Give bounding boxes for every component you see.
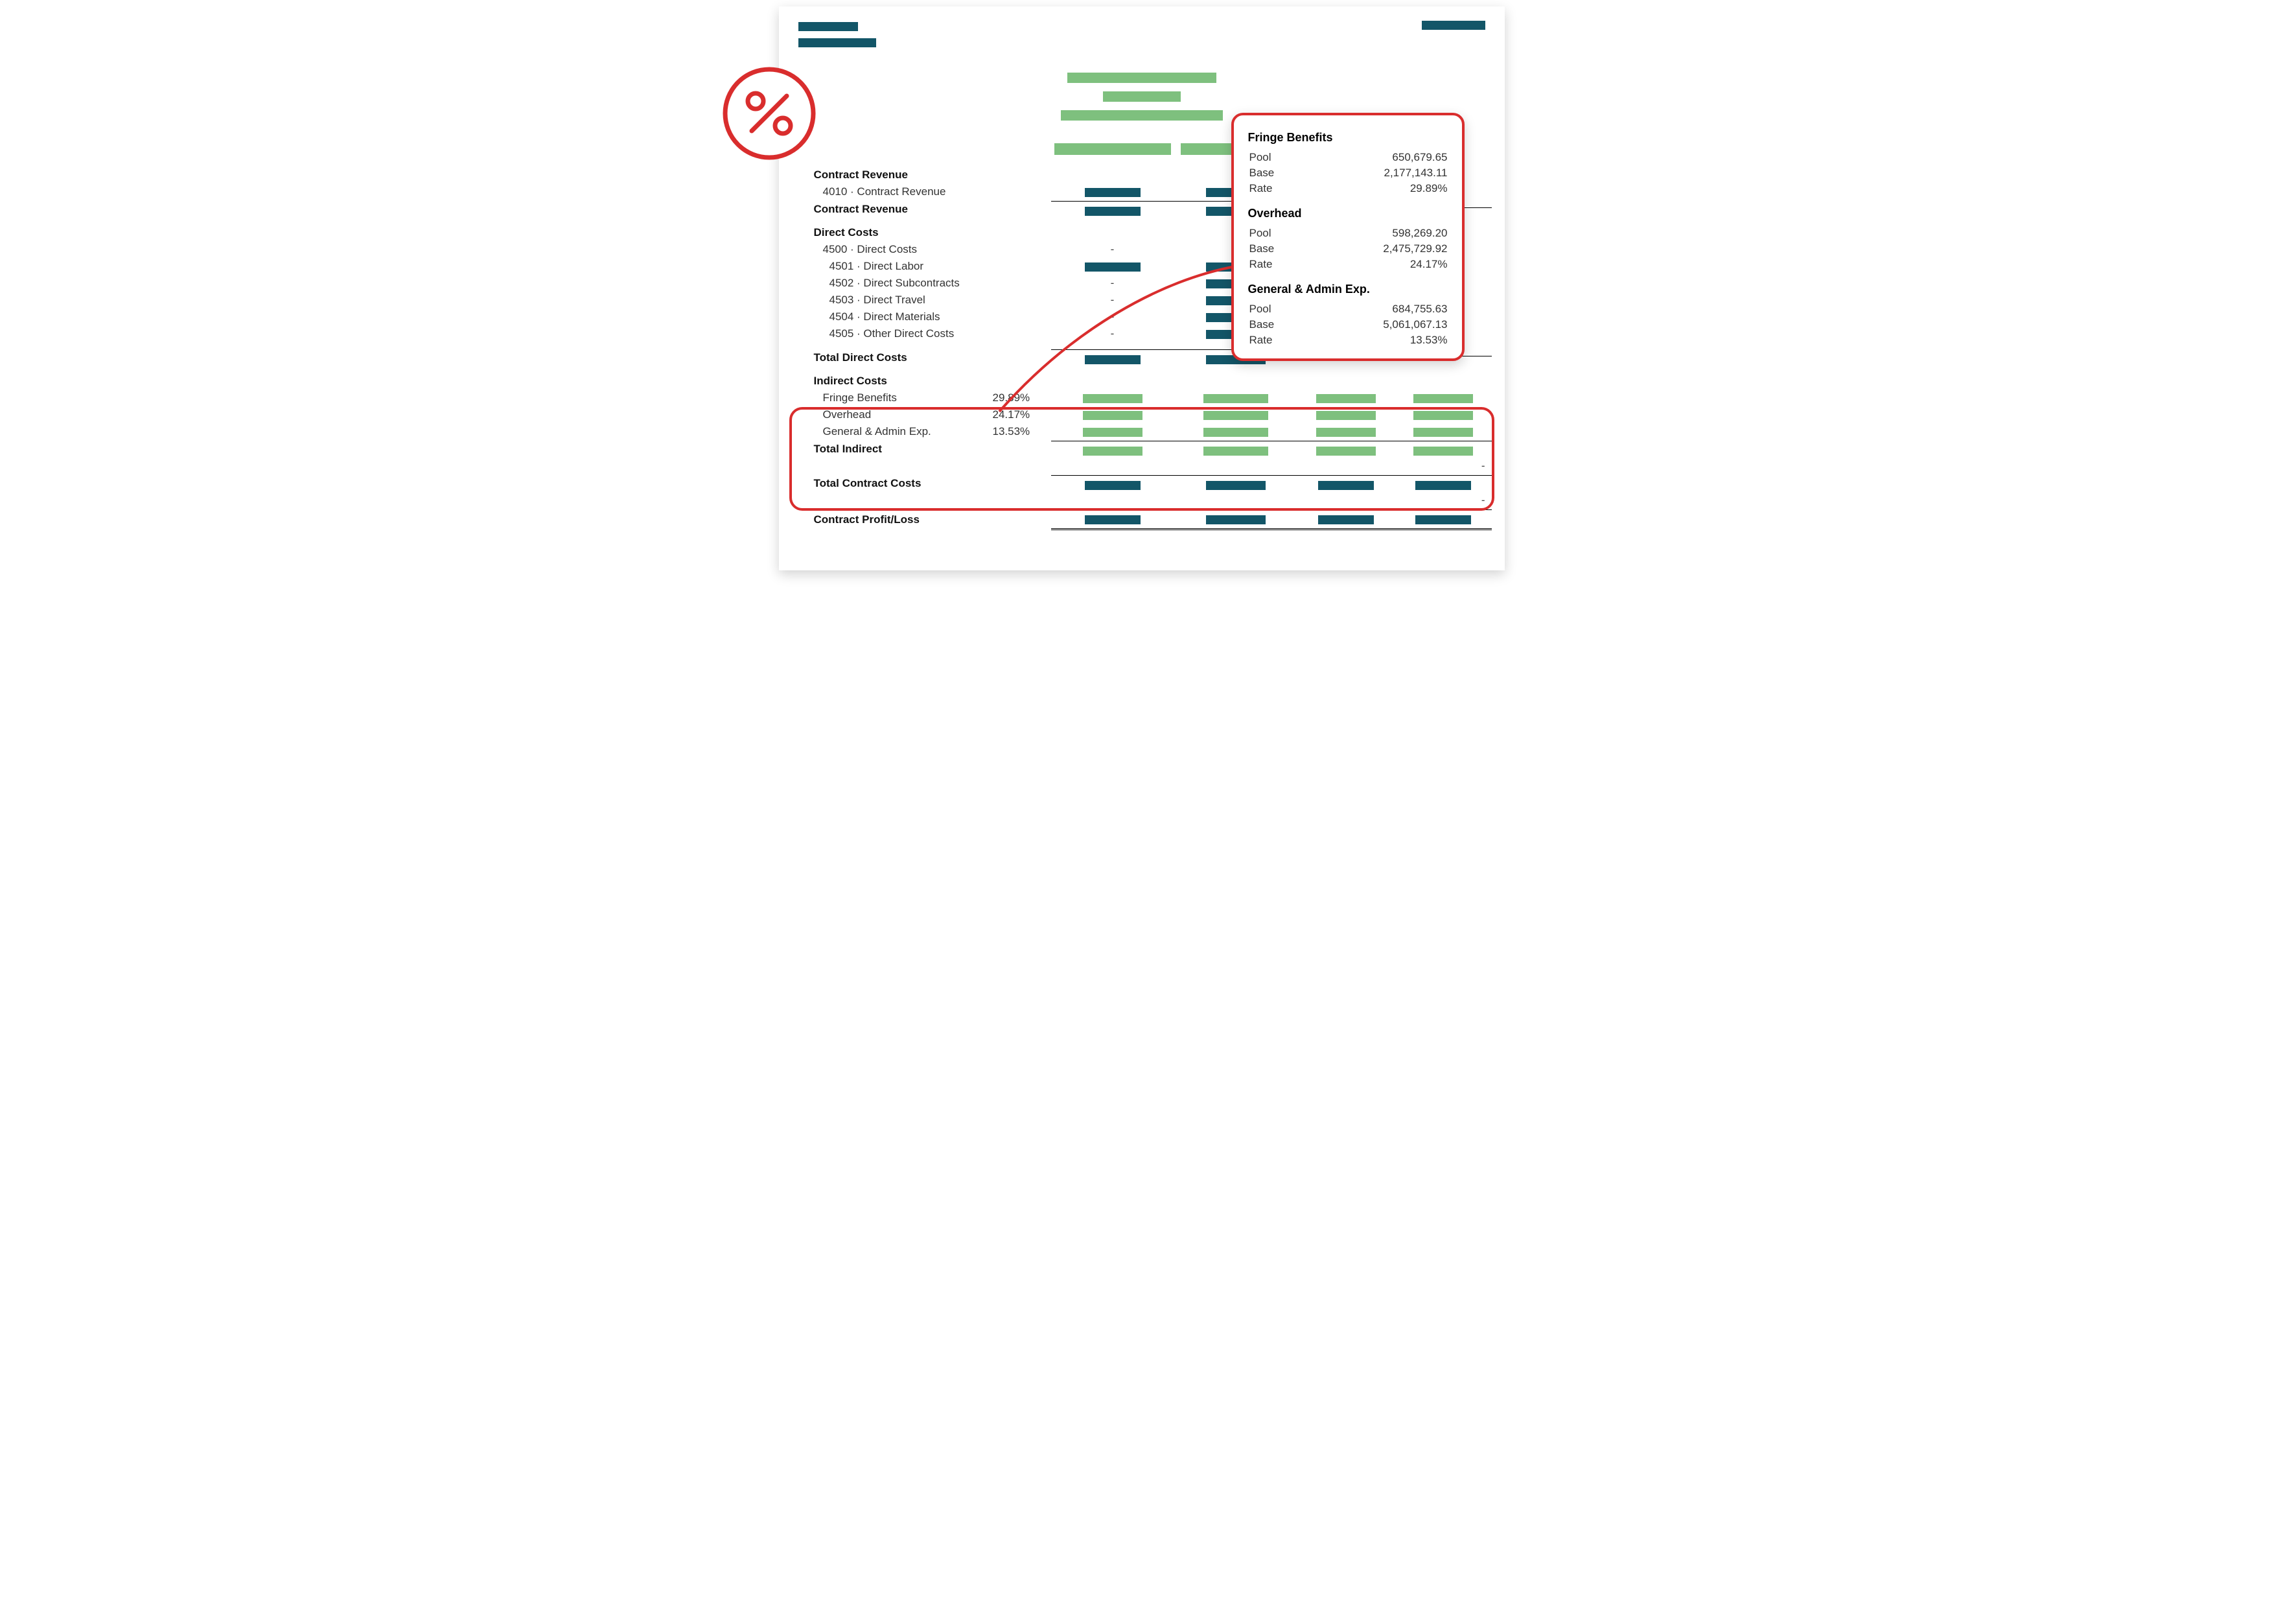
line-item-rate: 29.89% (993, 391, 1051, 404)
callout-row: Pool598,269.20 (1248, 226, 1448, 241)
value-dash (1051, 310, 1174, 323)
redaction-bar (1067, 73, 1216, 83)
value-redaction (1316, 411, 1376, 420)
value-redaction (1316, 447, 1376, 456)
subtotal-label: Total Indirect (798, 443, 993, 456)
value-redaction (1203, 411, 1268, 420)
line-item-label: 4010 · Contract Revenue (798, 185, 993, 198)
value-redaction (1085, 515, 1141, 524)
value-redaction (1413, 411, 1473, 420)
value-dash (1051, 327, 1174, 340)
value-redaction (1083, 447, 1142, 456)
percent-icon (721, 65, 818, 162)
value-redaction (1085, 207, 1141, 216)
callout-row: Pool684,755.63 (1248, 301, 1448, 317)
redaction-bar (1054, 143, 1171, 155)
subtotal-label: Contract Profit/Loss (798, 513, 993, 526)
subtotal-label: Contract Revenue (798, 203, 993, 216)
callout-row: Base2,475,729.92 (1248, 241, 1448, 257)
value-dash (1051, 294, 1174, 307)
line-item-label: 4500 · Direct Costs (798, 243, 993, 256)
callout-group-title: Fringe Benefits (1248, 131, 1448, 145)
value-redaction (1085, 262, 1141, 272)
value-redaction (1413, 447, 1473, 456)
subtotal-label: Total Direct Costs (798, 351, 993, 364)
redaction-bar (798, 38, 876, 47)
value-redaction (1203, 428, 1268, 437)
value-redaction (1083, 428, 1142, 437)
value-redaction (1415, 481, 1471, 490)
value-redaction (1318, 481, 1374, 490)
value-redaction (1316, 428, 1376, 437)
rates-callout: Fringe Benefits Pool650,679.65 Base2,177… (1231, 113, 1465, 361)
value-redaction (1083, 411, 1142, 420)
value-redaction (1203, 447, 1268, 456)
line-item-label: Overhead (798, 408, 993, 421)
value-redaction (1206, 515, 1266, 524)
line-item-label: 4501 · Direct Labor (798, 260, 993, 273)
subtotal-label: Total Contract Costs (798, 477, 993, 490)
callout-row: Base5,061,067.13 (1248, 317, 1448, 332)
value-redaction (1085, 355, 1141, 364)
value-redaction (1318, 515, 1374, 524)
callout-row: Base2,177,143.11 (1248, 165, 1448, 181)
value-redaction (1413, 394, 1473, 403)
section-heading: Contract Revenue (798, 169, 993, 181)
line-item-label: General & Admin Exp. (798, 425, 993, 438)
value-redaction (1085, 188, 1141, 197)
line-item-label: 4504 · Direct Materials (798, 310, 993, 323)
value-dash (1051, 277, 1174, 290)
callout-row: Rate24.17% (1248, 257, 1448, 272)
section-heading: Direct Costs (798, 226, 993, 239)
redaction-bar (1422, 21, 1485, 30)
callout-group-title: Overhead (1248, 207, 1448, 220)
line-item-label: 4505 · Other Direct Costs (798, 327, 993, 340)
redaction-bar (1061, 110, 1223, 121)
header-left-redactions (798, 22, 1485, 54)
value-redaction (1085, 481, 1141, 490)
report-stage: Contract Revenue 4010 · Contract Revenue… (669, 6, 1628, 570)
value-redaction (1413, 428, 1473, 437)
value-dash (1395, 494, 1492, 507)
value-redaction (1083, 394, 1142, 403)
value-redaction (1316, 394, 1376, 403)
line-item-label: Fringe Benefits (798, 391, 993, 404)
callout-row: Rate13.53% (1248, 332, 1448, 348)
value-dash (1395, 460, 1492, 472)
redaction-bar (798, 22, 858, 31)
value-redaction (1203, 394, 1268, 403)
value-redaction (1415, 515, 1471, 524)
value-dash (1051, 243, 1174, 256)
redaction-bar (1103, 91, 1181, 102)
callout-group-title: General & Admin Exp. (1248, 283, 1448, 296)
line-item-rate: 24.17% (993, 408, 1051, 421)
callout-row: Pool650,679.65 (1248, 150, 1448, 165)
line-item-label: 4503 · Direct Travel (798, 294, 993, 307)
line-item-label: 4502 · Direct Subcontracts (798, 277, 993, 290)
line-item-rate: 13.53% (993, 425, 1051, 438)
callout-row: Rate29.89% (1248, 181, 1448, 196)
header-right-redaction (1422, 21, 1485, 33)
section-heading: Indirect Costs (798, 375, 993, 388)
value-redaction (1206, 481, 1266, 490)
